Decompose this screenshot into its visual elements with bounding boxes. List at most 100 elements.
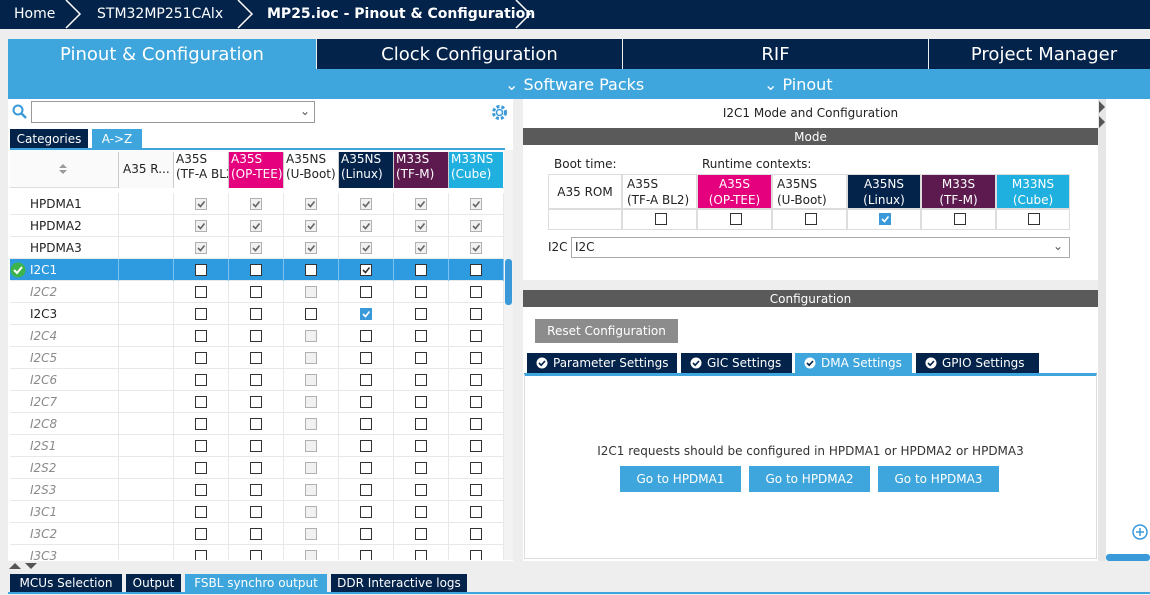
- checkbox[interactable]: [305, 396, 317, 408]
- column-header[interactable]: A35NS (U-Boot): [283, 152, 338, 188]
- checkbox[interactable]: [250, 418, 262, 430]
- checkbox[interactable]: [305, 528, 317, 540]
- checkbox[interactable]: [360, 462, 372, 474]
- checkbox[interactable]: [305, 506, 317, 518]
- ip-row[interactable]: I2C3: [10, 303, 505, 325]
- checkbox[interactable]: [804, 213, 817, 225]
- checkbox[interactable]: [470, 484, 482, 496]
- checkbox[interactable]: [250, 352, 262, 364]
- main-tab[interactable]: RIF: [623, 39, 928, 69]
- scroll-thumb[interactable]: [505, 259, 512, 305]
- checkbox[interactable]: [415, 264, 427, 276]
- checkbox[interactable]: [195, 352, 207, 364]
- checkbox[interactable]: [195, 330, 207, 342]
- checkbox[interactable]: [360, 396, 372, 408]
- checkbox[interactable]: [305, 242, 317, 254]
- checkbox[interactable]: [195, 220, 207, 232]
- checkbox[interactable]: [879, 213, 891, 225]
- checkbox[interactable]: [250, 198, 262, 210]
- checkbox[interactable]: [415, 308, 427, 320]
- checkbox[interactable]: [415, 352, 427, 364]
- sort-icon[interactable]: [58, 163, 68, 175]
- checkbox[interactable]: [195, 484, 207, 496]
- goto-button[interactable]: Go to HPDMA2: [749, 466, 870, 492]
- config-tab[interactable]: Parameter Settings: [527, 353, 677, 373]
- checkbox[interactable]: [360, 220, 372, 232]
- checkbox[interactable]: [1028, 213, 1040, 225]
- checkbox[interactable]: [360, 308, 372, 320]
- checkbox[interactable]: [360, 264, 372, 276]
- checkbox[interactable]: [250, 308, 262, 320]
- checkbox[interactable]: [470, 352, 482, 364]
- checkbox[interactable]: [415, 198, 427, 210]
- software-packs-menu[interactable]: ⌄ Software Packs: [505, 75, 645, 94]
- settings-icon[interactable]: [490, 103, 509, 122]
- checkbox[interactable]: [195, 308, 207, 320]
- checkbox[interactable]: [470, 374, 482, 386]
- checkbox[interactable]: [470, 528, 482, 540]
- checkbox[interactable]: [360, 198, 372, 210]
- checkbox[interactable]: [250, 462, 262, 474]
- checkbox[interactable]: [250, 550, 262, 560]
- checkbox[interactable]: [305, 418, 317, 430]
- ip-row[interactable]: I2C7: [10, 391, 505, 413]
- checkbox[interactable]: [250, 286, 262, 298]
- column-header[interactable]: A35S (OP-TEE): [228, 152, 283, 188]
- checkbox[interactable]: [250, 330, 262, 342]
- checkbox[interactable]: [250, 528, 262, 540]
- checkbox[interactable]: [470, 198, 482, 210]
- checkbox[interactable]: [195, 462, 207, 474]
- view-tab[interactable]: Categories: [10, 129, 88, 148]
- checkbox[interactable]: [415, 506, 427, 518]
- checkbox[interactable]: [470, 418, 482, 430]
- column-header[interactable]: M33NS (Cube): [448, 152, 503, 188]
- checkbox[interactable]: [470, 308, 482, 320]
- ip-row[interactable]: HPDMA1: [10, 193, 505, 215]
- bottom-tab[interactable]: FSBL synchro output: [185, 574, 327, 592]
- checkbox[interactable]: [415, 418, 427, 430]
- ip-row[interactable]: HPDMA3: [10, 237, 505, 259]
- main-tab[interactable]: Project Manager: [929, 39, 1150, 69]
- checkbox[interactable]: [195, 396, 207, 408]
- checkbox[interactable]: [415, 396, 427, 408]
- ip-row[interactable]: I2S2: [10, 457, 505, 479]
- checkbox[interactable]: [305, 352, 317, 364]
- checkbox[interactable]: [195, 242, 207, 254]
- hscroll-thumb[interactable]: [1106, 554, 1150, 561]
- ip-row[interactable]: I3C3: [10, 545, 505, 560]
- checkbox[interactable]: [305, 286, 317, 298]
- checkbox[interactable]: [415, 242, 427, 254]
- ip-row[interactable]: I3C1: [10, 501, 505, 523]
- column-header[interactable]: A35 R...: [118, 152, 173, 188]
- bottom-tab[interactable]: Output: [126, 574, 181, 592]
- checkbox[interactable]: [305, 330, 317, 342]
- checkbox[interactable]: [360, 352, 372, 364]
- checkbox[interactable]: [470, 242, 482, 254]
- checkbox[interactable]: [470, 462, 482, 474]
- checkbox[interactable]: [415, 374, 427, 386]
- breadcrumb-device[interactable]: STM32MP251CAlx: [97, 6, 224, 22]
- ip-row[interactable]: I2S3: [10, 479, 505, 501]
- reset-button[interactable]: Reset Configuration: [535, 319, 678, 343]
- ip-row[interactable]: I3C2: [10, 523, 505, 545]
- bottom-tab[interactable]: MCUs Selection: [10, 574, 122, 592]
- checkbox[interactable]: [195, 374, 207, 386]
- ip-row[interactable]: I2C1: [10, 259, 505, 281]
- checkbox[interactable]: [305, 440, 317, 452]
- checkbox[interactable]: [195, 198, 207, 210]
- ip-row[interactable]: I2S1: [10, 435, 505, 457]
- main-tab[interactable]: Pinout & Configuration: [8, 39, 316, 69]
- checkbox[interactable]: [360, 440, 372, 452]
- ip-row[interactable]: I2C5: [10, 347, 505, 369]
- checkbox[interactable]: [953, 213, 966, 225]
- checkbox[interactable]: [250, 220, 262, 232]
- checkbox[interactable]: [415, 550, 427, 560]
- checkbox[interactable]: [305, 374, 317, 386]
- zoom-in[interactable]: [1131, 523, 1150, 542]
- checkbox[interactable]: [360, 418, 372, 430]
- checkbox[interactable]: [470, 506, 482, 518]
- checkbox[interactable]: [305, 264, 317, 276]
- checkbox[interactable]: [360, 484, 372, 496]
- checkbox[interactable]: [250, 484, 262, 496]
- checkbox[interactable]: [415, 484, 427, 496]
